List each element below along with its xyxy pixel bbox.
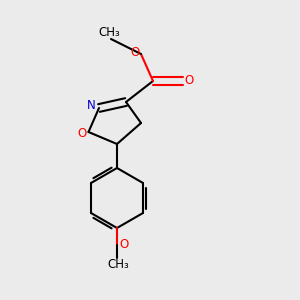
Text: O: O (184, 74, 194, 88)
Text: CH₃: CH₃ (99, 26, 120, 39)
Text: O: O (130, 46, 140, 59)
Text: CH₃: CH₃ (108, 258, 129, 271)
Text: O: O (119, 238, 128, 251)
Text: O: O (77, 127, 86, 140)
Text: N: N (87, 99, 96, 112)
